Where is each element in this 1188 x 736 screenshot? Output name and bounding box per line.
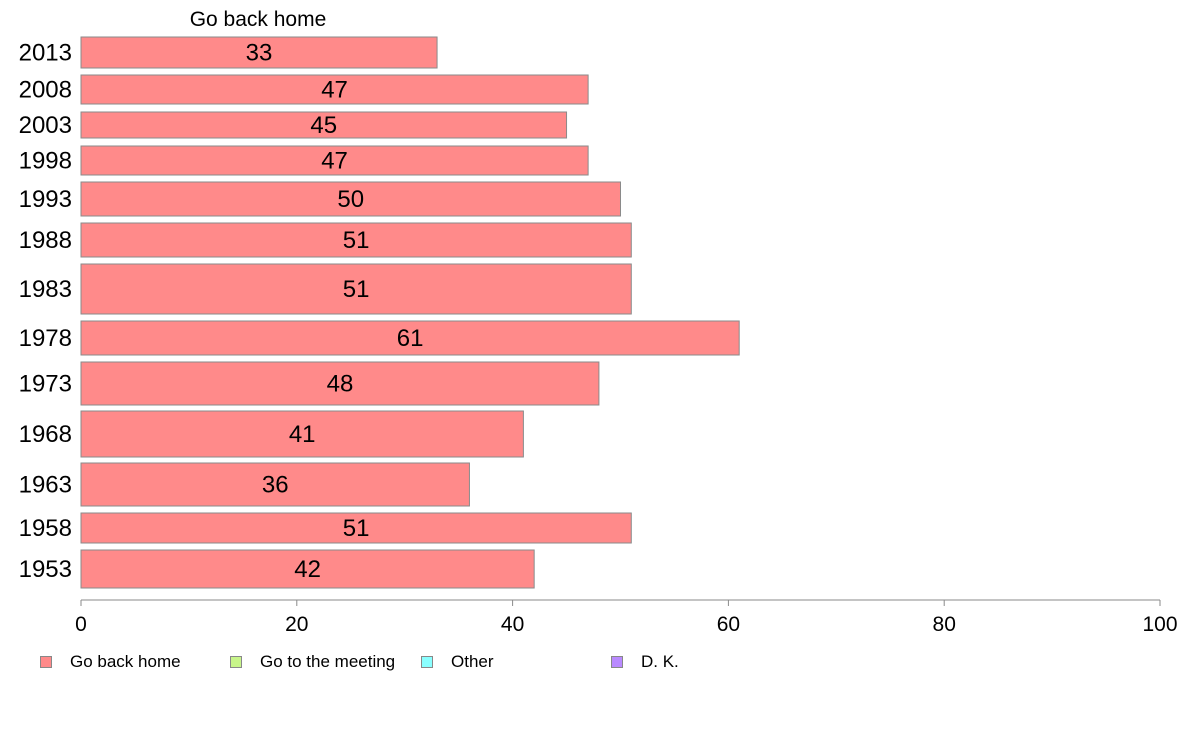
y-axis-tick-labels: 2013 2008 2003 1998 1993 1988 1983 1978 1973 1968… <box>19 40 72 584</box>
bar-value-label-1988: 51 <box>343 227 370 254</box>
bar-value-label-1978: 61 <box>397 325 424 352</box>
bar-1973 <box>80 361 600 406</box>
bar-1998 <box>80 145 589 176</box>
bars-group <box>80 36 740 589</box>
y-tick-label-1968: 1968 <box>19 421 72 448</box>
y-tick-label-1983: 1983 <box>19 276 72 303</box>
bar-1983 <box>80 263 632 315</box>
bar-value-label-1953: 42 <box>294 556 321 583</box>
legend-swatch-go-to-the-meeting <box>230 656 242 668</box>
bar-value-label-1998: 47 <box>321 148 348 175</box>
bar-1963 <box>80 462 470 507</box>
y-tick-label-1963: 1963 <box>19 472 72 499</box>
y-tick-label-2013: 2013 <box>19 40 72 67</box>
bar-1993 <box>80 181 621 217</box>
bar-value-label-1968: 41 <box>289 421 316 448</box>
x-tick-label-0: 0 <box>75 613 87 636</box>
bar-1968 <box>80 410 524 458</box>
legend-swatch-dk <box>611 656 623 668</box>
x-tick-label-20: 20 <box>285 613 308 636</box>
bar-value-label-2003: 45 <box>310 112 337 139</box>
legend-swatch-other <box>421 656 433 668</box>
legend: Go back home Go to the meeting Other D. … <box>40 652 740 674</box>
bar-1953 <box>80 549 535 589</box>
bar-value-label-2008: 47 <box>321 77 348 104</box>
bar-value-label-1993: 50 <box>337 186 364 213</box>
y-tick-label-1993: 1993 <box>19 186 72 213</box>
legend-label-go-to-the-meeting: Go to the meeting <box>260 652 396 671</box>
x-tick-label-60: 60 <box>717 613 740 636</box>
legend-label-go-back-home: Go back home <box>70 652 181 671</box>
bar-value-label-1983: 51 <box>343 276 370 303</box>
bar-value-label-2013: 33 <box>246 40 273 67</box>
y-tick-label-1973: 1973 <box>19 371 72 398</box>
legend-label-other: Other <box>451 652 494 671</box>
bar-2008 <box>80 74 589 105</box>
legend-item-other: Other <box>421 652 494 672</box>
y-tick-label-1998: 1998 <box>19 148 72 175</box>
bar-1988 <box>80 222 632 258</box>
y-tick-label-1953: 1953 <box>19 556 72 583</box>
legend-swatch-go-back-home <box>40 656 52 668</box>
x-tick-label-40: 40 <box>501 613 524 636</box>
legend-item-dk: D. K. <box>611 652 679 672</box>
bar-1958 <box>80 512 632 544</box>
bar-value-label-1958: 51 <box>343 515 370 542</box>
legend-item-go-back-home: Go back home <box>40 652 181 672</box>
bar-value-label-1963: 36 <box>262 472 289 499</box>
y-tick-label-1958: 1958 <box>19 515 72 542</box>
legend-label-dk: D. K. <box>641 652 679 671</box>
x-tick-label-80: 80 <box>933 613 956 636</box>
chart-title: Go back home <box>190 8 327 31</box>
x-tick-label-100: 100 <box>1142 613 1177 636</box>
bar-value-label-1973: 48 <box>327 371 354 398</box>
legend-item-go-to-the-meeting: Go to the meeting <box>230 652 395 672</box>
y-tick-label-2003: 2003 <box>19 112 72 139</box>
y-tick-label-2008: 2008 <box>19 77 72 104</box>
bar-2013 <box>80 36 438 69</box>
bar-1978 <box>80 320 740 356</box>
bar-2003 <box>80 111 568 139</box>
y-tick-label-1978: 1978 <box>19 325 72 352</box>
x-axis: 0 20 40 60 80 100 <box>75 599 1178 636</box>
y-tick-label-1988: 1988 <box>19 227 72 254</box>
